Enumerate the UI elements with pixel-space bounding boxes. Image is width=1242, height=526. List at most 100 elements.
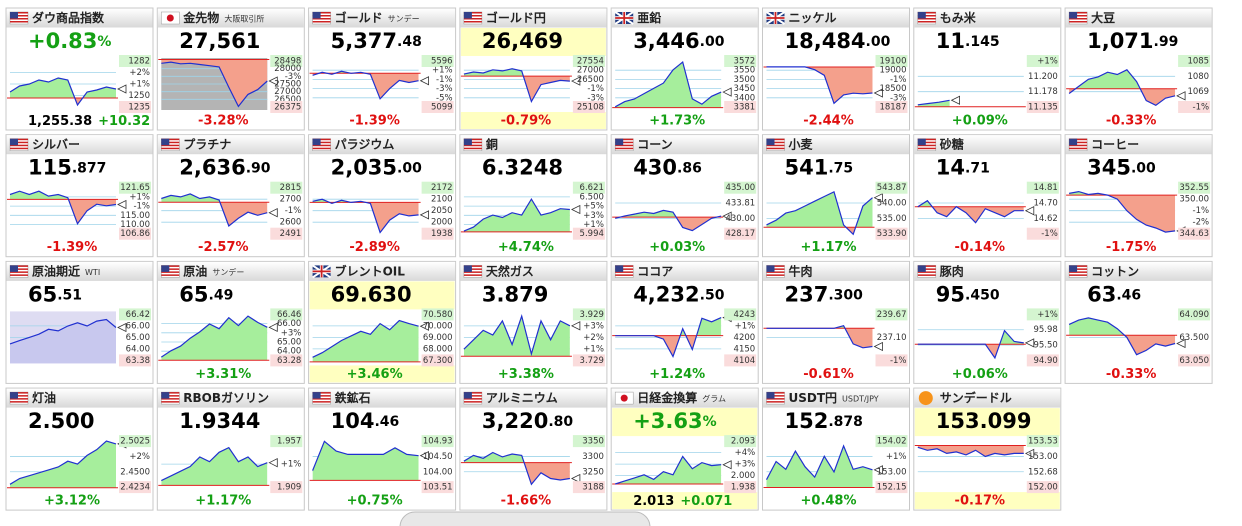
quote-tile[interactable]: 灯油 2.5025 +2% 2.4500 2.4234 2.500 +3.12%: [5, 387, 154, 511]
last-marker: [873, 88, 883, 98]
price-decimals: %: [97, 34, 111, 50]
flag: [614, 391, 634, 405]
instrument-name: もみ米: [940, 10, 977, 25]
tile-header: [6, 135, 153, 155]
quote-tile[interactable]: 牛肉 239.67 237.10 -1% 237.300 -0.61%: [762, 260, 910, 384]
axis-label: 2600: [280, 218, 302, 228]
quote-tile[interactable]: ゴールド サンデー 5596+1%-1%-3%-5%5099 5,377.48 -1.3…: [308, 7, 457, 131]
low-box: [875, 101, 908, 113]
last-marker: [117, 322, 127, 333]
high-box: [875, 308, 908, 321]
flag-stripe: [10, 265, 28, 267]
quote-tile[interactable]: ダウ商品指数 1282+2% +1%1250 1235 +0.83% 1,255.38 +1…: [5, 7, 154, 131]
quote-tile[interactable]: 天然ガス 3.929+3% +2%+1% 3.729 3.879 +3.38%: [459, 260, 608, 384]
flag-stripe: [1069, 147, 1088, 150]
price-main: 11: [936, 29, 965, 53]
quote-tile[interactable]: コーン 435.00 433.81 430.00 428.17 430.86 +0.03%: [610, 134, 759, 258]
flag-stripe: [312, 144, 331, 147]
price-line: [1068, 190, 1176, 233]
flag-disc: [166, 14, 174, 22]
area-down: [463, 76, 570, 102]
axis-label: 63.500: [1179, 333, 1209, 343]
quote-tile[interactable]: 小麦 543.87 540.00 535.00 533.90 541.75 +1.17%: [762, 134, 910, 258]
axis-label: 239.67: [877, 310, 907, 320]
quote-tile[interactable]: コットン 64.090 63.500 63.050 63.46 -0.33%: [1064, 260, 1213, 384]
area-down: [312, 73, 419, 99]
axis-label: 2.4234: [120, 483, 150, 493]
quote-tile[interactable]: 金先物 大阪取引所 2849828000-3%2750027000265002637…: [156, 7, 305, 131]
axis-label: 4200: [734, 333, 756, 343]
axis-label: 1.938: [731, 483, 755, 493]
instrument-sub: WTI: [85, 268, 100, 277]
low-box: [421, 354, 454, 367]
price-line: [917, 199, 1024, 224]
flag-stripe: [766, 138, 785, 141]
quote-tile[interactable]: RBOBガソリン 1.957 +1% 1.909 1.9344 +1.17%: [156, 387, 305, 511]
area-down: [1124, 335, 1176, 355]
quote-tile[interactable]: 鉄鉱石 104.93 104.50 104.00 103.51 104.46 +0.75%: [308, 387, 457, 511]
axis-label: 3381: [734, 103, 756, 113]
axis-label: 70.000: [423, 321, 453, 331]
tile-header: [6, 8, 153, 28]
quote-tile[interactable]: アルミニウム 3350 3300 3250 3188 3,220.80 -1.66%: [459, 387, 608, 511]
quote-tile[interactable]: もみ米 +1% 11.200 11.178 11.135 11.145 +0.09%: [913, 7, 1062, 131]
axis-label: 1235: [128, 103, 150, 113]
quote-tile[interactable]: USDT円 USDT/JPY 154.02 +1% 153.00 152.15 152.87…: [762, 387, 910, 511]
flag-stripe: [766, 395, 785, 397]
last-marker: [873, 341, 883, 352]
flag-stripe: [1069, 15, 1088, 17]
flag-stripe: [766, 398, 785, 400]
instrument-name: ゴールド: [335, 10, 383, 25]
quote-tile[interactable]: 砂糖 14.81 14.70 14.62 -1% 14.71 -0.14%: [913, 134, 1062, 258]
axis-label: 154.02: [877, 437, 907, 447]
quote-tile[interactable]: コーヒー 352.55 350.00-1% -2%344.63 345.00 -1.75%: [1064, 134, 1213, 258]
flag-canton: [766, 138, 775, 146]
price-main: 65: [28, 282, 57, 306]
area-down: [805, 66, 873, 104]
quote-tile[interactable]: サンデードル 153.53 153.00 152.68 152.00 153.099 -0.…: [913, 387, 1062, 511]
price: 3,446.00: [633, 29, 724, 53]
low-box: [724, 227, 757, 240]
high-box: [875, 435, 908, 448]
low-box: [572, 227, 605, 240]
flag: [1068, 11, 1088, 25]
axis-label: -3%: [587, 93, 604, 103]
price-line: [160, 315, 268, 358]
change-percent: -0.79%: [501, 114, 552, 129]
area-down: [161, 202, 268, 226]
price-main: 3,446: [633, 29, 699, 53]
quote-tile[interactable]: 日経金換算 グラム 2.093+4% +3%2.000 1.938 +3.63% 2.013…: [610, 387, 759, 511]
flag-stripe: [10, 21, 28, 23]
price: 63.46: [1087, 282, 1141, 306]
quote-tile[interactable]: 豚肉 +1% 95.98 95.50 94.90 95.450 +0.06%: [913, 260, 1062, 384]
quote-tile[interactable]: 大豆 1085 1080 1069 -1% 1,071.99 -0.33%: [1064, 7, 1213, 131]
price-line: [9, 190, 117, 225]
high-box: [1026, 435, 1059, 448]
tile-header: [611, 388, 758, 408]
axis-label: 2100: [431, 195, 453, 205]
axis-label: 1.957: [277, 437, 301, 447]
price-highlight: [460, 28, 606, 56]
bottom-change: +0.071: [680, 494, 732, 509]
area: [10, 319, 116, 364]
flag-canton: [615, 265, 624, 272]
low-box: [270, 227, 303, 240]
axis-label: 350.00: [1179, 195, 1209, 205]
last-marker: [873, 465, 883, 475]
change-percent: +3.31%: [195, 367, 251, 382]
high-box: [119, 55, 151, 67]
axis-label: 94.90: [1033, 356, 1057, 366]
low-box: [572, 101, 605, 113]
price-main: 14: [936, 156, 965, 180]
